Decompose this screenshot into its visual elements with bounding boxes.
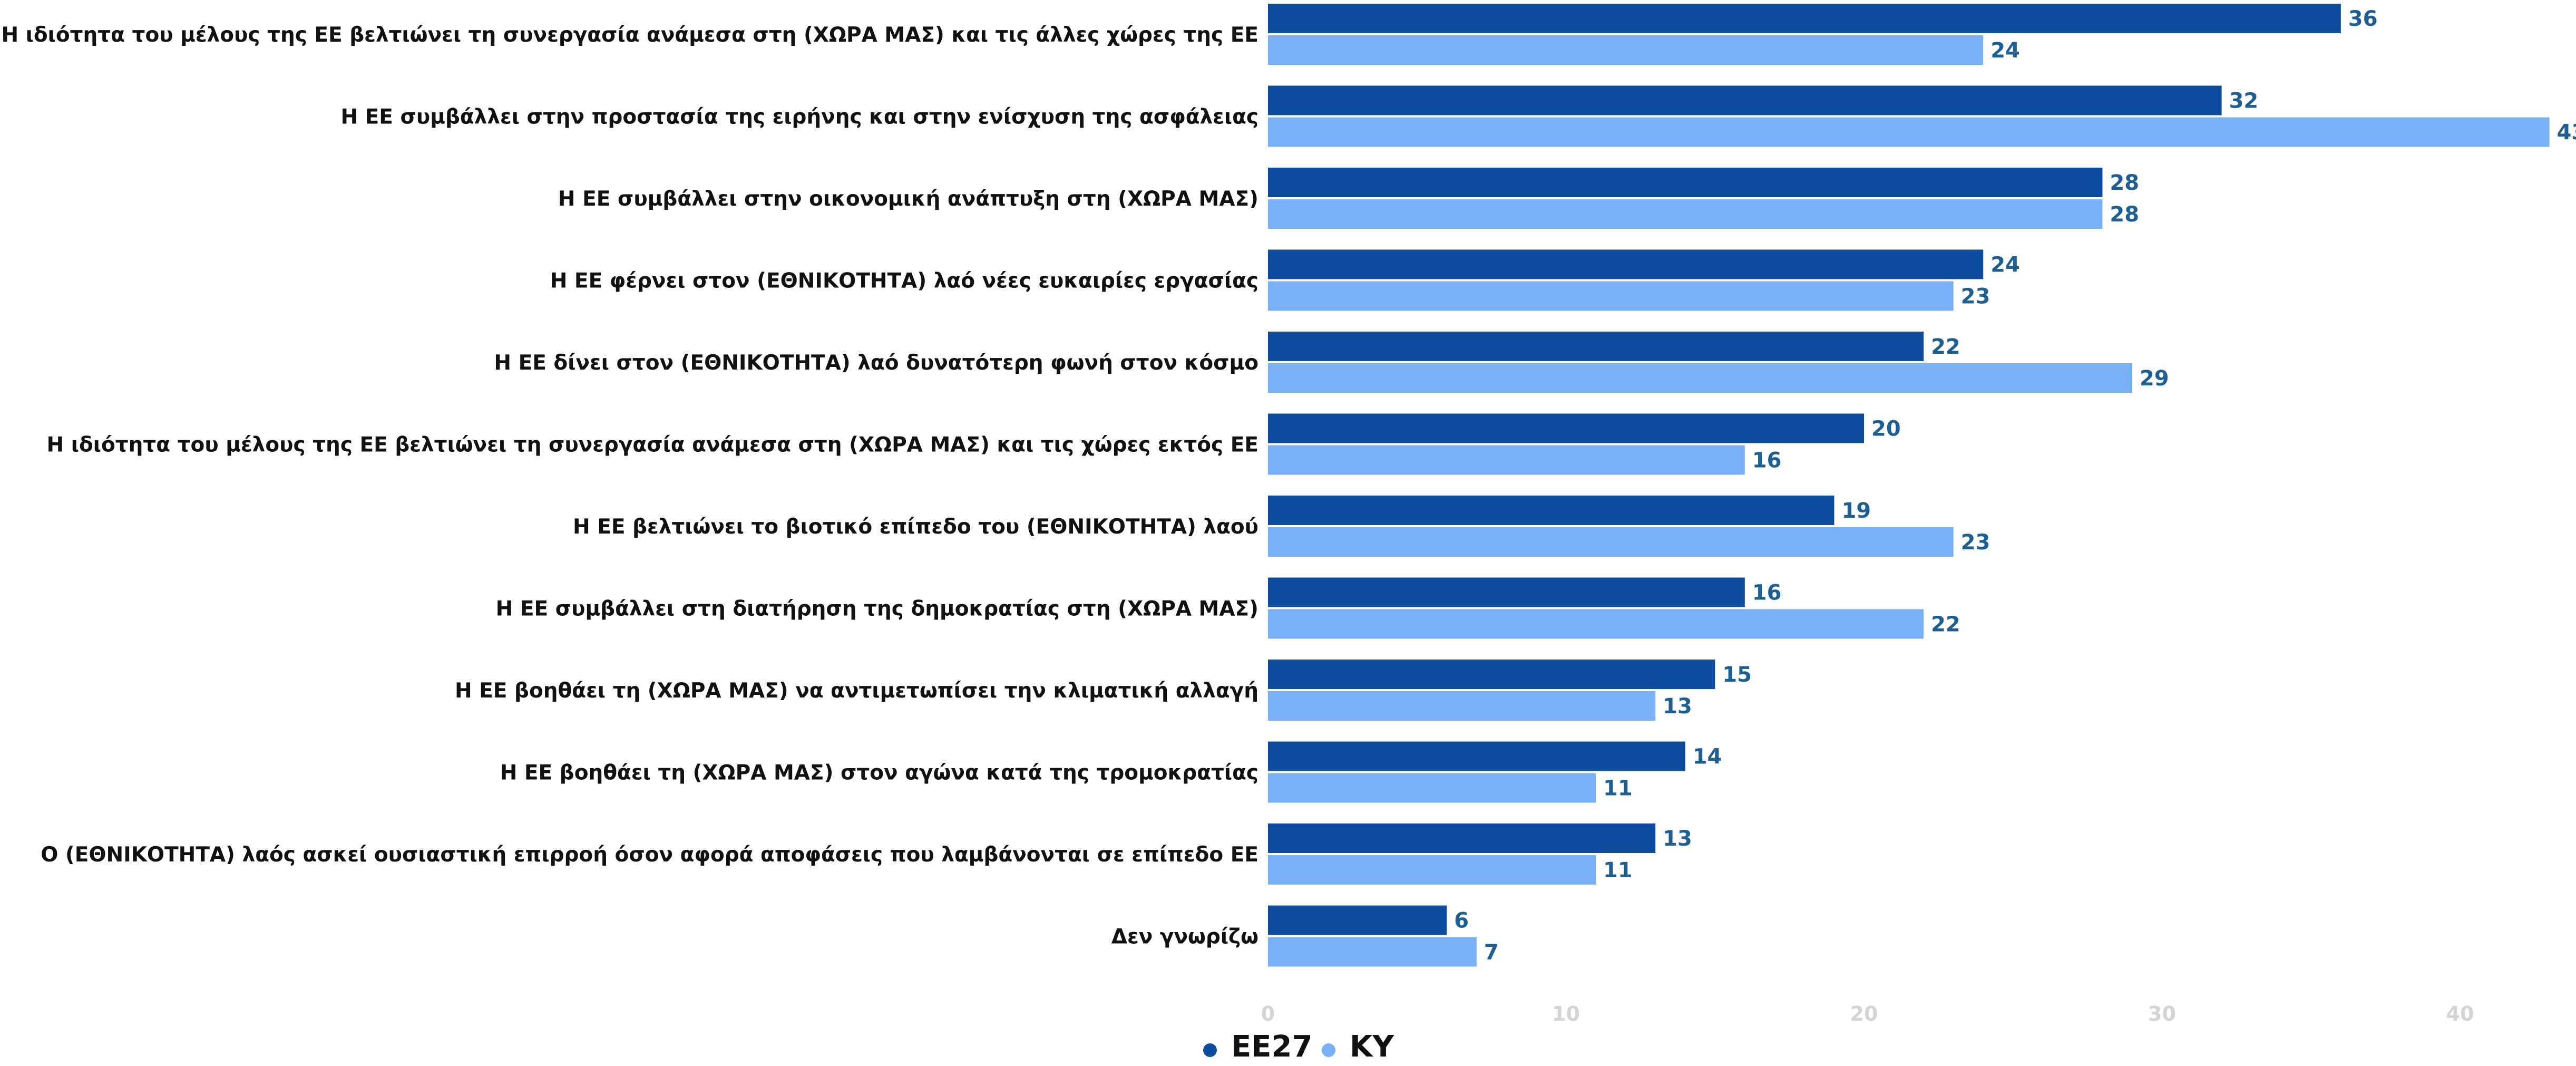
bar-eu27	[1268, 249, 1984, 279]
data-label: 32	[2229, 89, 2259, 113]
bar-eu27	[1268, 4, 2341, 33]
bar-eu27	[1268, 332, 1924, 361]
bar-cy	[1268, 363, 2132, 393]
data-label: 11	[1603, 858, 1633, 883]
category-label: Η ΕΕ βελτιώνει το βιοτικό επίπεδο του (Ε…	[573, 515, 1258, 539]
category-label: Η ιδιότητα του μέλους της ΕΕ βελτιώνει τ…	[1, 23, 1258, 47]
data-label: 15	[1722, 663, 1752, 687]
data-label: 28	[2110, 202, 2139, 227]
bar-cy	[1268, 855, 1596, 885]
data-label: 20	[1871, 417, 1901, 441]
category-label: Η ΕΕ συμβάλλει στην προστασία της ειρήνη…	[340, 105, 1258, 129]
data-label: 14	[1693, 745, 1722, 769]
x-tick-label: 20	[1850, 1002, 1878, 1025]
category-label: Ο (ΕΘΝΙΚΟΤΗΤΑ) λαός ασκεί ουσιαστική επι…	[41, 843, 1258, 867]
data-label: 29	[2140, 366, 2169, 391]
bar-cy	[1268, 117, 2550, 147]
data-label: 43	[2557, 121, 2576, 145]
bar-cy	[1268, 773, 1596, 803]
bar-eu27	[1268, 168, 2103, 197]
x-tick-label: 30	[2148, 1002, 2176, 1025]
data-label: 16	[1752, 449, 1782, 473]
legend-label: ΚΥ	[1350, 1030, 1394, 1064]
data-label: 23	[1961, 285, 1990, 309]
bar-eu27	[1268, 741, 1685, 771]
category-label: Η ιδιότητα του μέλους της ΕΕ βελτιώνει τ…	[47, 433, 1258, 457]
legend-swatch-eu27	[1203, 1043, 1217, 1057]
data-label: 36	[2348, 7, 2378, 31]
bar-eu27	[1268, 905, 1447, 935]
data-label: 28	[2110, 171, 2139, 195]
data-label: 22	[1931, 335, 1960, 359]
data-label: 23	[1961, 530, 1990, 555]
data-label: 22	[1931, 613, 1960, 637]
bar-eu27	[1268, 85, 2222, 115]
bar-cy	[1268, 527, 1954, 557]
bar-cy	[1268, 199, 2103, 229]
category-label: Η ΕΕ βοηθάει τη (ΧΩΡΑ ΜΑΣ) να αντιμετωπί…	[455, 679, 1258, 703]
data-label: 19	[1841, 499, 1871, 523]
category-label: Δεν γνωρίζω	[1111, 925, 1258, 949]
bar-eu27	[1268, 823, 1656, 853]
bar-eu27	[1268, 660, 1715, 689]
data-label: 13	[1663, 827, 1692, 851]
x-tick-label: 40	[2446, 1002, 2474, 1025]
category-label: Η ΕΕ βοηθάει τη (ΧΩΡΑ ΜΑΣ) στον αγώνα κα…	[500, 761, 1258, 785]
x-tick-label: 0	[1261, 1002, 1275, 1025]
legend-swatch-cy	[1322, 1043, 1335, 1057]
data-label: 7	[1484, 941, 1499, 965]
bar-eu27	[1268, 577, 1745, 607]
bar-eu27	[1268, 496, 1835, 525]
bar-cy	[1268, 691, 1656, 721]
bar-eu27	[1268, 413, 1864, 443]
data-label: 16	[1752, 581, 1782, 605]
category-label: Η ΕΕ δίνει στον (ΕΘΝΙΚΟΤΗΤΑ) λαό δυνατότ…	[494, 351, 1258, 375]
x-tick-label: 10	[1552, 1002, 1580, 1025]
category-label: Η ΕΕ φέρνει στον (ΕΘΝΙΚΟΤΗΤΑ) λαό νέες ε…	[550, 269, 1258, 293]
bar-cy	[1268, 445, 1745, 475]
category-label: Η ΕΕ συμβάλλει στη διατήρηση της δημοκρα…	[496, 597, 1258, 621]
data-label: 6	[1454, 909, 1469, 933]
data-label: 13	[1663, 694, 1692, 719]
data-label: 24	[1990, 38, 2020, 63]
bar-cy	[1268, 609, 1924, 639]
bar-cy	[1268, 281, 1954, 311]
data-label: 11	[1603, 777, 1633, 801]
category-label: Η ΕΕ συμβάλλει στην οικονομική ανάπτυξη …	[558, 187, 1258, 211]
bar-cy	[1268, 35, 1984, 65]
bar-cy	[1268, 937, 1477, 967]
legend-label: ΕΕ27	[1231, 1030, 1312, 1064]
data-label: 24	[1990, 253, 2020, 277]
